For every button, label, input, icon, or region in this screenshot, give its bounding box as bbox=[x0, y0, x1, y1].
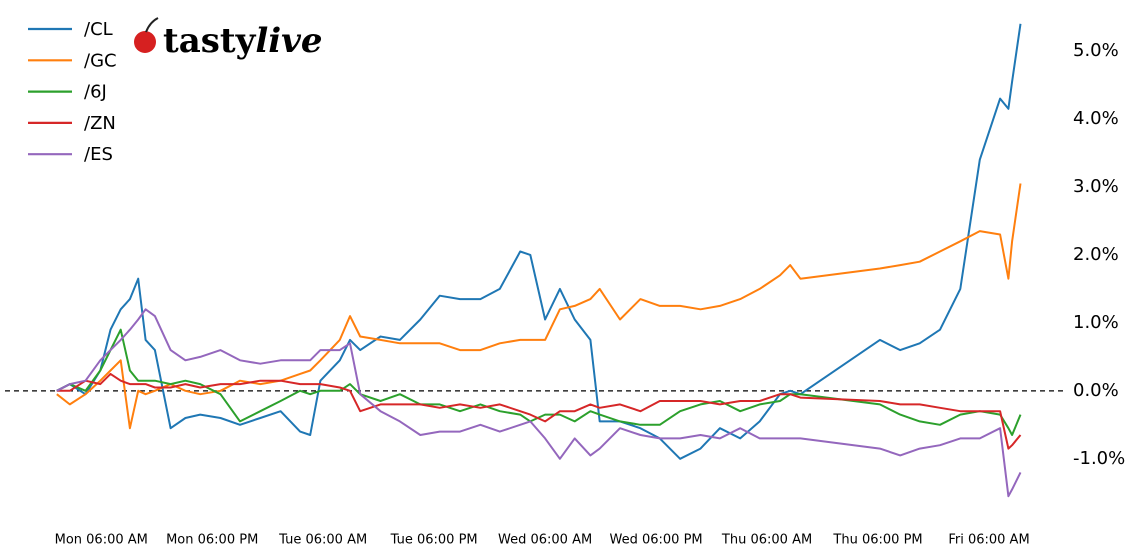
series-line bbox=[56, 308, 1022, 498]
legend-label: /ZN bbox=[84, 113, 116, 134]
x-tick-label: Wed 06:00 PM bbox=[610, 533, 703, 548]
y-tick-label: 5.0% bbox=[1073, 40, 1119, 61]
logo-cherry bbox=[134, 31, 156, 53]
legend-label: /GC bbox=[84, 50, 117, 71]
y-tick-label: 4.0% bbox=[1073, 108, 1119, 129]
y-tick-label: -1.0% bbox=[1073, 448, 1125, 469]
logo-prefix: tasty bbox=[163, 21, 257, 61]
series-line bbox=[56, 23, 1022, 460]
logo-stem bbox=[145, 17, 159, 33]
logo-suffix: live bbox=[255, 21, 322, 61]
logo-text: tastylive bbox=[163, 21, 323, 61]
x-tick-label: Fri 06:00 AM bbox=[948, 533, 1029, 548]
legend-label: /CL bbox=[84, 19, 113, 40]
legend-label: /6J bbox=[84, 82, 107, 103]
series-line bbox=[56, 372, 1022, 450]
x-tick-label: Tue 06:00 AM bbox=[278, 533, 367, 548]
y-tick-label: 3.0% bbox=[1073, 176, 1119, 197]
x-tick-label: Wed 06:00 AM bbox=[498, 533, 592, 548]
logo: tastylive bbox=[134, 17, 323, 61]
x-tick-label: Thu 06:00 PM bbox=[832, 533, 922, 548]
y-tick-label: 1.0% bbox=[1073, 312, 1119, 333]
x-tick-label: Tue 06:00 PM bbox=[390, 533, 478, 548]
x-tick-label: Mon 06:00 AM bbox=[55, 533, 148, 548]
x-tick-label: Thu 06:00 AM bbox=[721, 533, 812, 548]
x-tick-label: Mon 06:00 PM bbox=[166, 533, 258, 548]
y-tick-label: 2.0% bbox=[1073, 244, 1119, 265]
legend-label: /ES bbox=[84, 144, 113, 165]
y-tick-label: 0.0% bbox=[1073, 380, 1119, 401]
